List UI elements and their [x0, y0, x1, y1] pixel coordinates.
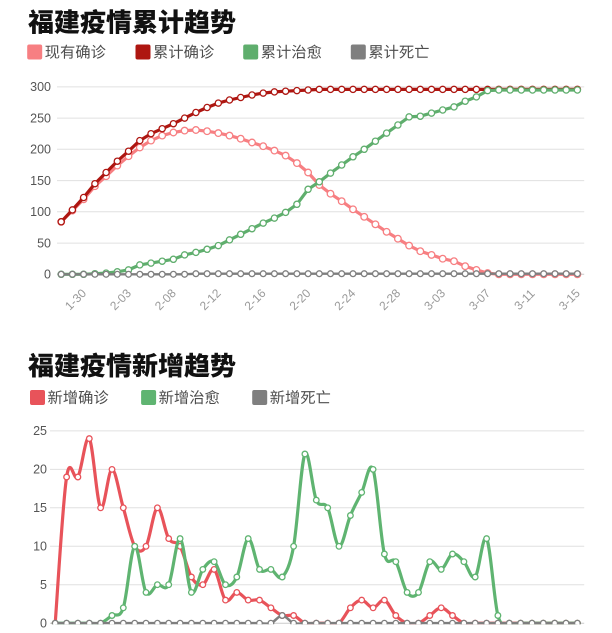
svg-text:200: 200: [30, 143, 51, 157]
svg-text:5: 5: [40, 578, 47, 592]
svg-text:150: 150: [30, 174, 51, 188]
svg-text:20: 20: [33, 463, 47, 477]
svg-text:25: 25: [33, 424, 47, 438]
svg-text:0: 0: [40, 616, 47, 630]
svg-text:0: 0: [44, 268, 51, 282]
svg-text:300: 300: [30, 80, 51, 94]
svg-text:100: 100: [30, 205, 51, 219]
svg-text:250: 250: [30, 111, 51, 125]
svg-text:50: 50: [37, 236, 51, 250]
svg-text:15: 15: [33, 501, 47, 515]
svg-text:10: 10: [33, 540, 47, 554]
